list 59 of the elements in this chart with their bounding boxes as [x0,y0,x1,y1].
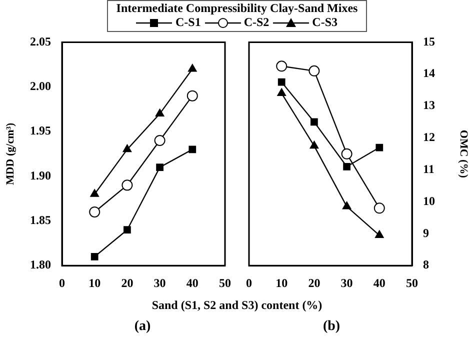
point [186,90,198,102]
y-tick-label: 15 [423,34,435,48]
y-axis-title: MDD (g/cm³) [4,122,16,186]
point [122,144,132,152]
x-tick-label: 0 [246,276,252,290]
x-tick-label: 50 [406,276,418,290]
x-axis-title: Sand (S1, S2 and S3) content (%) [150,298,324,313]
point [343,162,350,170]
x-tick-label: 30 [340,276,353,290]
x-tick-label: 40 [186,276,198,290]
point [124,226,131,234]
point [188,146,196,154]
y-tick-label: 13 [423,98,435,112]
point [375,230,384,238]
point [278,78,286,86]
point [342,202,352,210]
legend-label: C-S3 [312,15,338,29]
x-tick-label: 30 [154,276,166,290]
point [90,252,98,260]
point [188,64,197,72]
legend-label: C-S1 [175,15,201,29]
y-tick-label: 2.00 [30,78,51,93]
point [90,189,99,197]
point [89,206,100,218]
point [276,60,288,72]
x-tick-label: 10 [276,276,288,290]
y-tick-label: 12 [423,130,435,144]
point [341,148,352,160]
point [122,180,133,191]
point [156,164,164,171]
y-tick-label: 11 [423,162,434,176]
y-tick-label: 2.05 [30,34,51,48]
point [308,65,320,76]
y-tick-label: 10 [423,194,435,208]
point [155,108,164,116]
x-tick-label: 40 [373,276,386,290]
y-tick-label: 8 [423,258,429,272]
y-tick-label: 1.90 [30,168,51,182]
point [310,118,318,126]
y-tick-label: 1.80 [30,258,51,272]
text: (b) [322,319,342,335]
point [277,88,286,96]
x-tick-label: 20 [308,276,320,290]
point [154,134,166,146]
y-tick-label: 14 [423,66,435,80]
legend-label: C-S2 [244,15,270,29]
x-tick-label: 20 [121,276,134,290]
y-tick-label: 9 [423,226,429,240]
legend-title: Intermediate Compressibility Clay-Sand Mixes [116,1,358,15]
point [374,202,385,214]
x-tick-label: 50 [219,276,231,290]
y-tick-label: 1.85 [30,213,51,228]
point [376,144,384,152]
y-axis-title: OMC (%) [458,130,470,178]
x-tick-label: 10 [88,276,101,290]
text: (a) [133,319,152,335]
point [310,140,319,149]
x-tick-label: 0 [59,276,65,290]
y-tick-label: 1.95 [30,124,51,138]
